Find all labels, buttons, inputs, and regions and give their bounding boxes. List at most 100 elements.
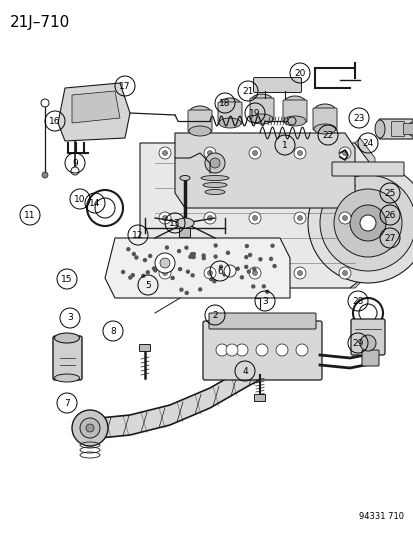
- Ellipse shape: [55, 374, 79, 382]
- Text: 4: 4: [242, 367, 247, 376]
- Circle shape: [80, 418, 100, 438]
- FancyBboxPatch shape: [179, 229, 190, 238]
- Ellipse shape: [407, 122, 413, 136]
- Ellipse shape: [201, 175, 228, 181]
- Circle shape: [359, 335, 375, 351]
- Ellipse shape: [202, 182, 226, 188]
- Text: 16: 16: [49, 117, 61, 125]
- Text: 21: 21: [242, 86, 253, 95]
- Circle shape: [155, 263, 160, 268]
- Circle shape: [41, 99, 49, 107]
- Circle shape: [270, 244, 274, 248]
- FancyBboxPatch shape: [361, 350, 378, 366]
- Circle shape: [134, 255, 138, 260]
- FancyBboxPatch shape: [139, 344, 150, 351]
- Text: 20: 20: [294, 69, 305, 77]
- Circle shape: [131, 252, 136, 256]
- Circle shape: [244, 255, 248, 260]
- FancyBboxPatch shape: [312, 108, 336, 130]
- Ellipse shape: [374, 120, 384, 138]
- Circle shape: [225, 251, 230, 255]
- Ellipse shape: [180, 175, 190, 181]
- Circle shape: [154, 253, 175, 273]
- Polygon shape: [175, 133, 354, 208]
- Circle shape: [191, 252, 196, 256]
- Ellipse shape: [55, 333, 79, 343]
- Circle shape: [163, 267, 167, 271]
- Circle shape: [239, 275, 244, 279]
- Circle shape: [342, 215, 347, 221]
- Text: 6: 6: [216, 266, 222, 276]
- Text: 18: 18: [219, 99, 230, 108]
- Circle shape: [338, 212, 350, 224]
- Circle shape: [152, 266, 156, 271]
- Circle shape: [168, 268, 172, 272]
- Text: 3: 3: [261, 296, 267, 305]
- Circle shape: [293, 212, 305, 224]
- Circle shape: [218, 265, 223, 269]
- Circle shape: [201, 256, 206, 261]
- Text: 23: 23: [352, 114, 364, 123]
- Polygon shape: [58, 83, 130, 141]
- Ellipse shape: [283, 96, 305, 110]
- Ellipse shape: [189, 126, 211, 136]
- Circle shape: [121, 270, 125, 274]
- Circle shape: [207, 215, 212, 221]
- Circle shape: [246, 269, 250, 274]
- Circle shape: [190, 273, 195, 278]
- Circle shape: [248, 267, 260, 279]
- Text: 27: 27: [383, 233, 395, 243]
- Circle shape: [170, 276, 174, 280]
- Circle shape: [275, 344, 287, 356]
- Circle shape: [86, 424, 94, 432]
- Text: 7: 7: [64, 399, 70, 408]
- FancyBboxPatch shape: [53, 336, 82, 380]
- Text: 94331 710: 94331 710: [358, 512, 403, 521]
- FancyBboxPatch shape: [188, 110, 211, 132]
- Circle shape: [204, 212, 216, 224]
- Circle shape: [349, 205, 385, 241]
- Circle shape: [201, 253, 205, 257]
- Circle shape: [247, 253, 252, 257]
- Circle shape: [252, 215, 257, 221]
- Circle shape: [297, 215, 302, 221]
- Circle shape: [207, 150, 212, 156]
- FancyBboxPatch shape: [391, 122, 404, 136]
- Text: 8: 8: [110, 327, 116, 335]
- Circle shape: [235, 266, 240, 271]
- Circle shape: [225, 344, 237, 356]
- FancyBboxPatch shape: [218, 102, 242, 124]
- Circle shape: [297, 271, 302, 276]
- Text: 19: 19: [249, 109, 260, 117]
- FancyBboxPatch shape: [209, 313, 315, 329]
- Circle shape: [197, 287, 202, 292]
- Circle shape: [252, 267, 256, 272]
- Circle shape: [145, 270, 150, 274]
- Circle shape: [162, 271, 167, 276]
- Circle shape: [213, 243, 217, 248]
- Circle shape: [209, 158, 219, 168]
- Circle shape: [222, 272, 226, 277]
- Circle shape: [252, 271, 257, 276]
- Ellipse shape: [218, 98, 240, 112]
- Circle shape: [126, 247, 130, 252]
- FancyBboxPatch shape: [249, 98, 273, 120]
- Circle shape: [184, 290, 188, 295]
- Text: 25: 25: [383, 189, 395, 198]
- FancyBboxPatch shape: [282, 100, 306, 122]
- Circle shape: [184, 246, 188, 250]
- FancyBboxPatch shape: [202, 321, 321, 380]
- Circle shape: [244, 244, 249, 248]
- Text: 11: 11: [24, 211, 36, 220]
- Circle shape: [248, 212, 260, 224]
- Circle shape: [297, 150, 302, 156]
- Circle shape: [264, 289, 269, 294]
- Circle shape: [258, 257, 262, 262]
- Circle shape: [159, 258, 170, 268]
- Text: 15: 15: [61, 274, 73, 284]
- Circle shape: [204, 153, 224, 173]
- Circle shape: [359, 215, 375, 231]
- Circle shape: [162, 215, 167, 221]
- Circle shape: [319, 175, 413, 271]
- Text: 22: 22: [322, 131, 333, 140]
